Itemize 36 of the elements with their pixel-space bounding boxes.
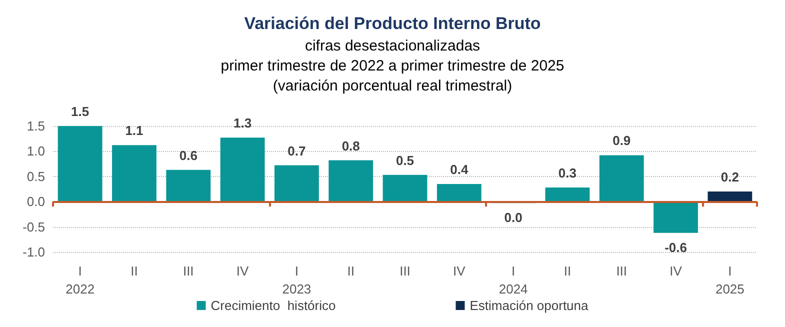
data-label: 0.0: [504, 210, 522, 226]
chart-title: Variación del Producto Interno Bruto: [244, 14, 541, 33]
legend-label: Estimación oportuna: [470, 298, 590, 313]
data-label: 0.3: [558, 165, 576, 180]
x-tick-label: III: [616, 264, 628, 278]
data-label: 1.1: [125, 123, 144, 138]
data-label: 0.9: [612, 133, 631, 148]
y-tick-label: 1.0: [26, 144, 45, 159]
x-tick-label: III: [400, 264, 410, 278]
data-label: 0.6: [179, 148, 198, 163]
y-tick-label: 1.5: [26, 118, 45, 134]
data-label: 0.5: [396, 152, 414, 168]
y-tick-label: 0.0: [26, 194, 45, 210]
data-label: 0.8: [342, 138, 360, 154]
x-tick-label: III: [182, 264, 194, 278]
y-tick-label: -1.0: [22, 244, 45, 260]
data-label: 1.5: [71, 104, 90, 119]
x-tick-label: IV: [236, 264, 249, 278]
x-tick-label: I 2022: [66, 264, 95, 296]
data-label: 0.7: [288, 143, 306, 158]
data-label: 0.4: [450, 162, 469, 177]
x-tick-label: I 2025: [715, 264, 744, 296]
y-tick-label: -0.5: [22, 219, 45, 234]
chart-subtitle: cifras desestacionalizadas primer trimestre de 2022 a primer trimestre de 2025 (variación porcentual real trimestral): [220, 38, 564, 94]
y-tick-label: 0.5: [26, 168, 45, 184]
x-tick-label: II: [130, 264, 138, 278]
legend-label: Crecimiento histórico: [210, 298, 336, 313]
x-tick-label: IV: [453, 264, 466, 278]
data-label: 0.2: [720, 170, 739, 185]
x-tick-label: IV: [670, 264, 682, 278]
x-tick-label: I 2024: [498, 264, 528, 296]
x-tick-label: II: [347, 264, 354, 278]
data-label: 1.3: [234, 116, 252, 131]
x-tick-label: II: [564, 264, 572, 278]
data-label: -0.6: [664, 240, 687, 255]
x-tick-label: I 2023: [282, 264, 312, 296]
